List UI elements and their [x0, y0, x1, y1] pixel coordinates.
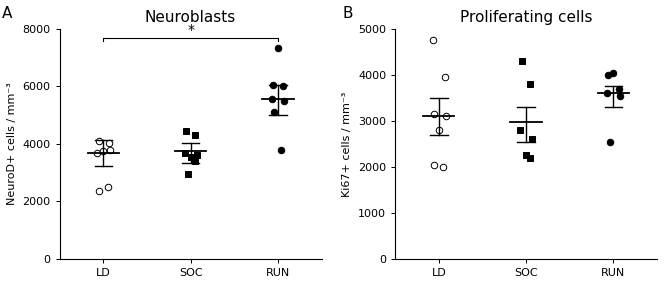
- Point: [269, 110, 280, 115]
- Point: [429, 162, 440, 167]
- Point: [614, 86, 624, 91]
- Point: [525, 156, 536, 160]
- Point: [434, 128, 444, 133]
- Point: [183, 172, 193, 176]
- Text: B: B: [343, 6, 353, 21]
- Point: [190, 159, 201, 164]
- Point: [92, 150, 102, 155]
- Point: [440, 114, 451, 119]
- Point: [438, 165, 448, 169]
- Point: [278, 84, 288, 89]
- Point: [98, 149, 109, 153]
- Point: [105, 147, 116, 152]
- Point: [279, 99, 290, 103]
- Point: [185, 155, 196, 159]
- Point: [104, 140, 115, 145]
- Point: [440, 75, 450, 80]
- Point: [603, 73, 614, 77]
- Point: [429, 112, 440, 116]
- Point: [102, 185, 113, 190]
- Point: [521, 153, 531, 158]
- Point: [94, 139, 104, 143]
- Title: Proliferating cells: Proliferating cells: [460, 10, 592, 25]
- Point: [273, 45, 284, 50]
- Point: [276, 147, 287, 152]
- Point: [608, 70, 619, 75]
- Point: [517, 59, 527, 63]
- Y-axis label: Ki67+ cells / mm⁻³: Ki67+ cells / mm⁻³: [343, 91, 353, 197]
- Point: [190, 133, 201, 138]
- Point: [179, 150, 190, 155]
- Point: [266, 97, 277, 102]
- Point: [94, 189, 104, 194]
- Point: [428, 38, 438, 43]
- Point: [527, 137, 538, 142]
- Text: A: A: [2, 6, 13, 21]
- Point: [614, 93, 625, 98]
- Point: [181, 129, 192, 133]
- Point: [605, 139, 616, 144]
- Point: [191, 153, 202, 158]
- Title: Neuroblasts: Neuroblasts: [145, 10, 236, 25]
- Point: [268, 83, 278, 87]
- Point: [525, 82, 536, 86]
- Point: [515, 128, 525, 133]
- Point: [602, 91, 613, 95]
- Y-axis label: NeuroD+ cells / mm⁻³: NeuroD+ cells / mm⁻³: [7, 83, 17, 205]
- Text: *: *: [187, 23, 194, 37]
